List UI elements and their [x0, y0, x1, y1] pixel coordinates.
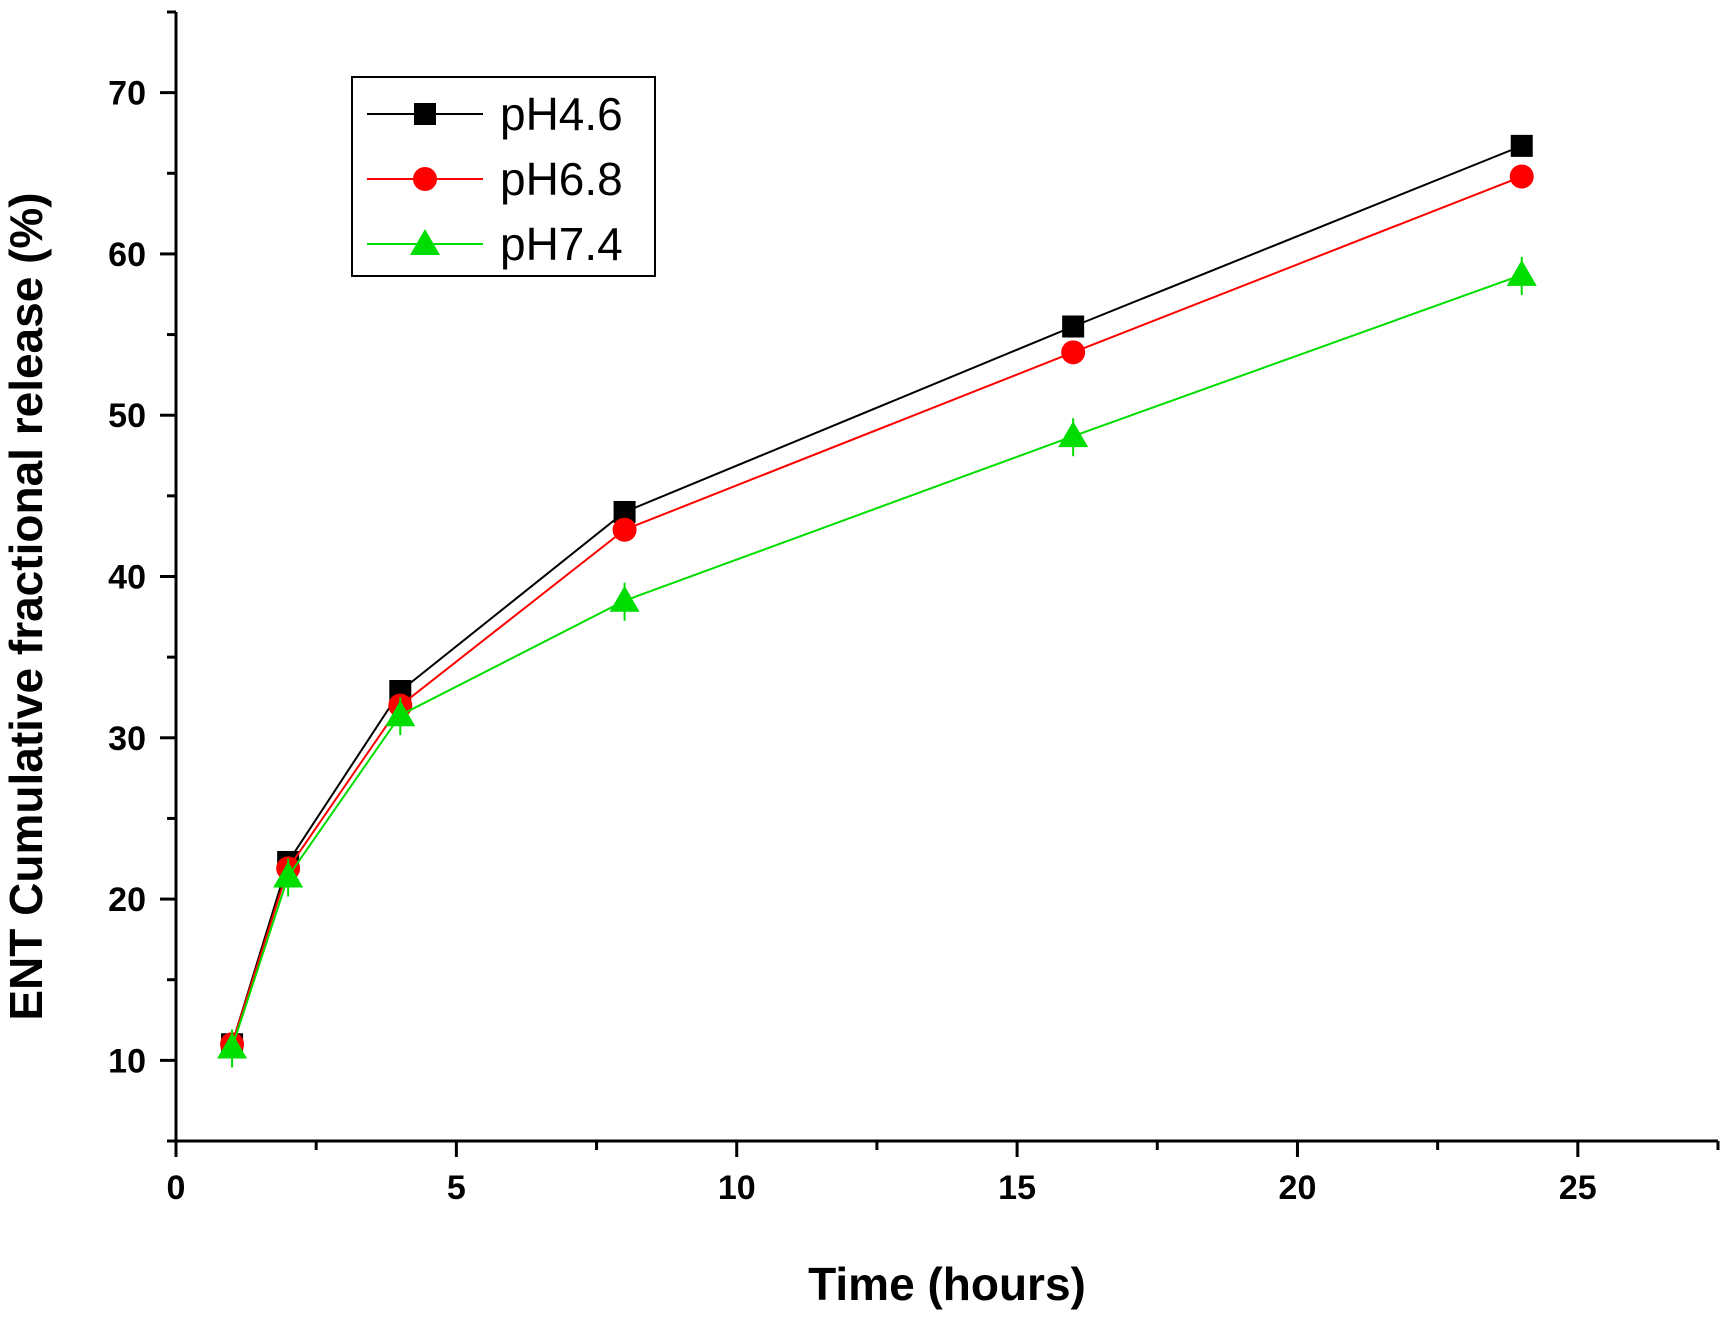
legend-label: pH7.4 [500, 218, 623, 270]
data-point [1062, 315, 1085, 338]
data-point [217, 1032, 248, 1059]
x-tick-label: 5 [447, 1169, 466, 1207]
x-axis-title: Time (hours) [808, 1258, 1086, 1310]
y-axis-title: ENT Cumulative fractional release (%) [0, 192, 52, 1020]
legend-marker [413, 167, 437, 191]
axes: 10 20 30 40 50 60 70 0 5 10 15 20 25 [108, 10, 1720, 1207]
data-point [1509, 164, 1534, 189]
legend-label: pH6.8 [500, 153, 623, 205]
series-ph6-8 [220, 164, 1534, 1057]
y-tick-label: 60 [108, 236, 146, 274]
data-point [1061, 340, 1086, 365]
data-point [385, 700, 416, 727]
legend-box [351, 76, 656, 277]
data-point [1506, 259, 1537, 286]
x-tick-label: 20 [1279, 1169, 1317, 1207]
y-tick-label: 70 [108, 75, 146, 113]
x-tick-label: 25 [1559, 1169, 1597, 1207]
series-line [231, 175, 1523, 1045]
data-point [1510, 134, 1533, 157]
series-line [231, 273, 1523, 1048]
data-point [613, 500, 636, 523]
data-point [1058, 421, 1089, 448]
legend-label: pH4.6 [500, 88, 623, 140]
series-ph7-4 [217, 256, 1537, 1068]
data-point [612, 517, 637, 542]
legend-marker [410, 229, 440, 255]
y-tick-label: 20 [108, 881, 146, 919]
x-tick-label: 10 [718, 1169, 756, 1207]
x-tick-label: 15 [998, 1169, 1036, 1207]
y-tick-label: 30 [108, 720, 146, 758]
legend-marker [414, 103, 436, 125]
y-tick-label: 50 [108, 397, 146, 435]
y-tick-label: 10 [108, 1042, 146, 1080]
data-point [609, 585, 640, 612]
data-point [273, 861, 304, 888]
y-tick-label: 40 [108, 559, 146, 597]
x-tick-label: 0 [167, 1169, 186, 1207]
series-layer [217, 134, 1537, 1068]
legend: pH4.6 pH6.8 pH7.4 [351, 76, 656, 277]
series-line [231, 144, 1523, 1045]
